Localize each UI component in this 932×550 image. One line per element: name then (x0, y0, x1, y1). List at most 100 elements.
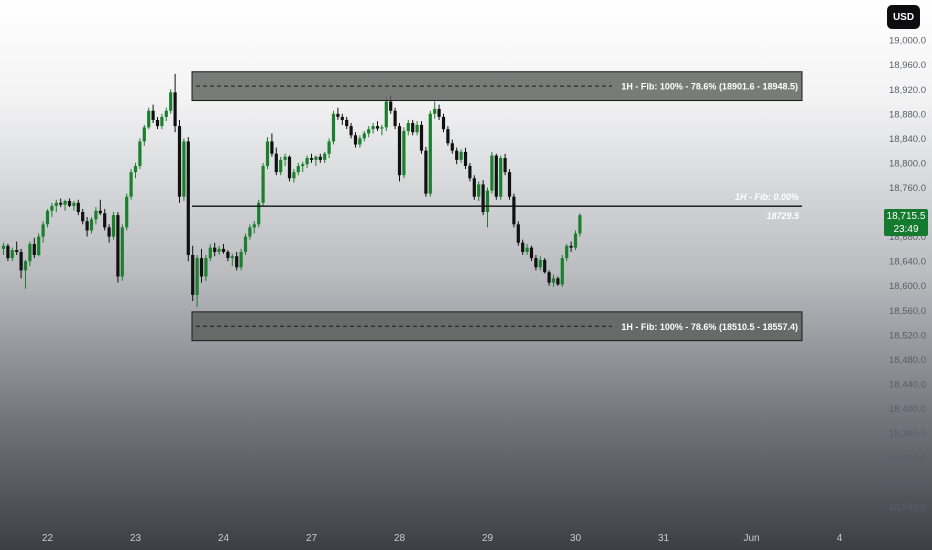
candle-body (164, 110, 168, 117)
candle-body (441, 116, 446, 130)
last-price-label: 18,715.5 23:49 (884, 209, 928, 236)
candle-body (406, 123, 410, 131)
candle-body (54, 202, 58, 206)
candle-body (23, 261, 28, 271)
candle-body (151, 110, 155, 120)
candle-body (265, 141, 270, 166)
candle-body (349, 126, 353, 136)
candle-body (296, 165, 300, 173)
upper-fib-zone-label: 1H - Fib: 100% - 78.6% (18901.6 - 18948.… (621, 82, 798, 92)
candle-body (318, 156, 322, 160)
candle-body (243, 236, 248, 252)
candle-body (503, 158, 507, 173)
y-tick-label: 18,240.0 (889, 502, 926, 513)
y-tick-label: 19,000.0 (889, 36, 926, 47)
candle-body (415, 124, 419, 133)
candle-body (371, 126, 375, 130)
candle-body (543, 259, 547, 273)
y-tick-label: 18,680.0 (889, 232, 926, 243)
candle-body (362, 133, 366, 139)
bar-countdown: 23:49 (893, 224, 919, 235)
candle-body (129, 172, 133, 197)
y-tick-label: 18,600.0 (889, 281, 926, 292)
candle-body (292, 172, 296, 179)
fib-zero-label: 1H - Fib: 0.00% (735, 192, 799, 202)
candle-body (345, 119, 349, 127)
candle-body (41, 224, 45, 237)
candle-body (182, 141, 186, 197)
candle-body (578, 215, 582, 234)
candle-body (147, 110, 151, 128)
y-tick-label: 18,400.0 (889, 404, 926, 415)
candle-body (173, 92, 177, 127)
y-tick-label: 18,960.0 (889, 60, 926, 71)
x-tick-label: 27 (306, 533, 318, 544)
candle-body (177, 126, 182, 197)
candle-body (230, 256, 234, 259)
candle-body (314, 156, 318, 160)
candle-body (551, 278, 556, 283)
candle-body (402, 131, 406, 176)
candle-body (384, 101, 388, 128)
y-tick-label: 18,840.0 (889, 134, 926, 145)
candle-body (235, 256, 239, 268)
candle-body (37, 236, 41, 256)
candle-body (142, 127, 146, 142)
candle-body (89, 219, 94, 231)
y-tick-label: 18,280.0 (889, 478, 926, 489)
candle-body (239, 251, 243, 268)
fib-zero-value: 18729.5 (766, 211, 800, 221)
candle-body (375, 126, 380, 129)
candle-body (6, 245, 10, 259)
candle-body (331, 113, 336, 142)
candle-body (226, 251, 230, 259)
candle-body (76, 202, 80, 213)
candle-body (252, 224, 256, 228)
candle-body (98, 210, 102, 214)
candle-body (67, 200, 72, 206)
candle-body (569, 245, 573, 248)
candle-body (63, 200, 67, 205)
lower-fib-zone-label: 1H - Fib: 100% - 78.6% (18510.5 - 18557.… (621, 322, 798, 332)
candle-body (221, 248, 226, 252)
candle-body (437, 108, 441, 117)
candle-body (248, 227, 252, 237)
candle-body (573, 233, 578, 248)
x-tick-label: 4 (837, 533, 843, 544)
candle-body (494, 155, 498, 197)
candle-body (28, 243, 32, 262)
candle-body (353, 135, 358, 145)
candle-body (195, 258, 199, 295)
candle-body (309, 158, 314, 160)
candle-body (81, 212, 85, 222)
candle-body (323, 153, 327, 160)
candle-body (538, 259, 542, 268)
candle-body (446, 129, 450, 144)
candle-body (120, 227, 124, 277)
candle-body (521, 242, 525, 252)
candle-body (433, 108, 437, 114)
candle-body (380, 127, 384, 129)
candle-body (512, 196, 516, 225)
candle-body (116, 215, 120, 277)
candle-body (213, 247, 217, 252)
x-tick-label: 23 (130, 533, 142, 544)
candle-body (411, 123, 415, 133)
candle-body (358, 138, 362, 145)
candle-body (59, 202, 63, 205)
candle-body (155, 119, 160, 127)
candle-body (169, 92, 173, 111)
x-tick-label: 22 (42, 533, 54, 544)
candle-body (481, 184, 485, 213)
currency-button[interactable]: USD (887, 5, 920, 29)
candle-body (477, 184, 481, 197)
candle-body (485, 190, 490, 213)
x-tick-label: 31 (658, 533, 670, 544)
candle-body (468, 165, 472, 179)
candle-body (138, 141, 142, 166)
candle-body (72, 202, 76, 206)
candle-body (287, 156, 292, 179)
candle-body (111, 215, 116, 237)
x-tick-label: 30 (570, 533, 582, 544)
